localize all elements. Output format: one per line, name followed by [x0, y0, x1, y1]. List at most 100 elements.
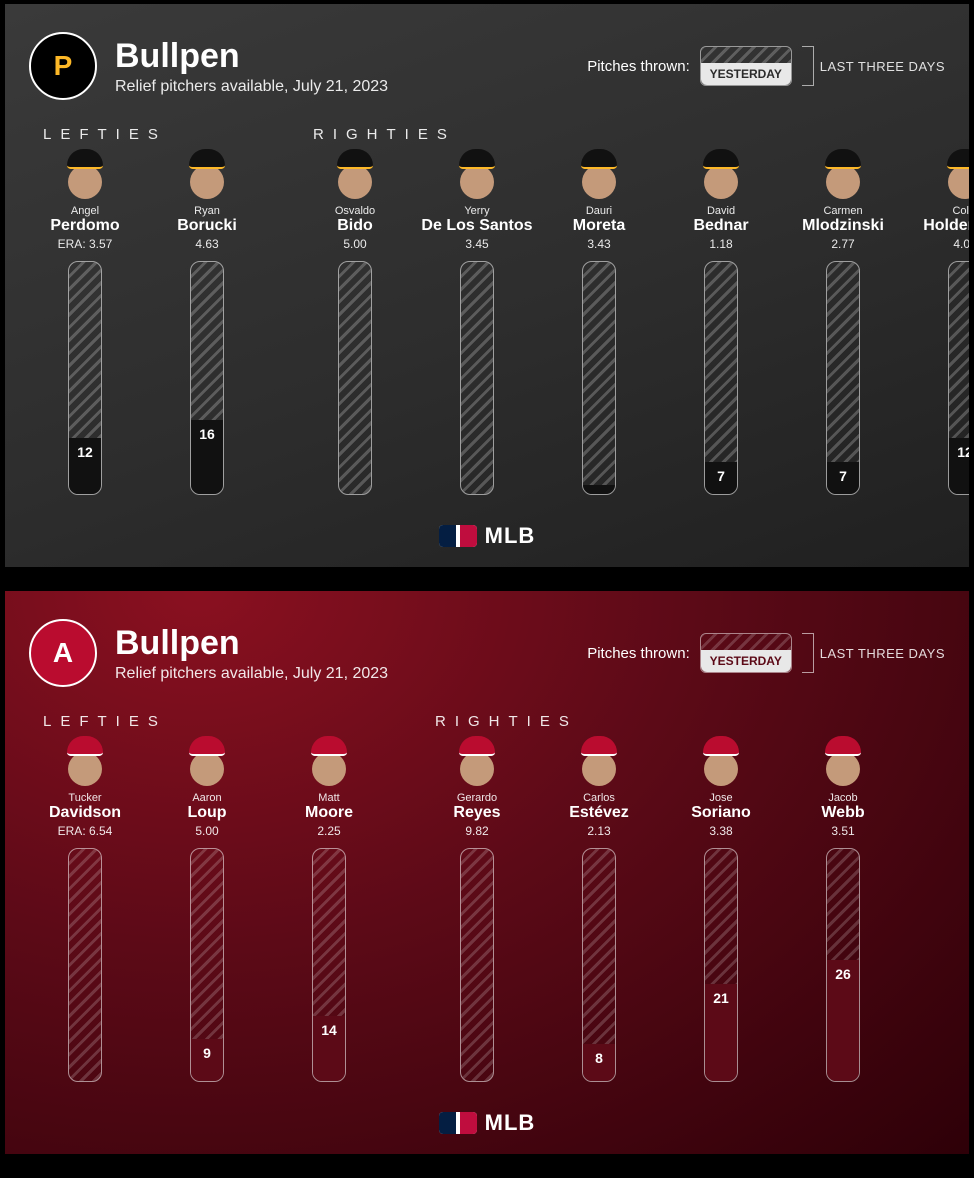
- player-headshot: [449, 736, 505, 786]
- player-first-name: David: [707, 205, 735, 217]
- panel-subtitle: Relief pitchers available, July 21, 2023: [115, 665, 388, 683]
- panel-subtitle: Relief pitchers available, July 21, 2023: [115, 78, 388, 96]
- player-era: 3.51: [831, 824, 854, 838]
- pitch-bar-value: 16: [199, 426, 215, 442]
- legend-last3-label: LAST THREE DAYS: [820, 59, 945, 74]
- legend-label: Pitches thrown:: [587, 645, 690, 662]
- player-column: DauriMoreta 3.43: [543, 149, 655, 495]
- mlb-footer-logo: MLB: [29, 1110, 945, 1136]
- legend-swatch: YESTERDAY: [700, 633, 792, 673]
- mlb-text: MLB: [485, 523, 536, 549]
- panel-pirates: P Bullpen Relief pitchers available, July …: [5, 4, 969, 567]
- pitcher-group: LEFTIESAngelPerdomoERA: 3.5712RyanBoruck…: [29, 118, 263, 495]
- player-first-name: Carlos: [583, 792, 615, 804]
- players-row: GerardoReyes9.82CarlosEstévez2.138JoseSo…: [421, 736, 899, 1082]
- player-era: 2.25: [317, 824, 340, 838]
- player-era: 4.06: [953, 237, 969, 251]
- player-last-name: Loup: [187, 804, 226, 822]
- player-column: YerryDe Los Santos3.45: [421, 149, 533, 495]
- legend-bracket: LAST THREE DAYS: [802, 633, 945, 673]
- groups-row: LEFTIESAngelPerdomoERA: 3.5712RyanBoruck…: [29, 118, 945, 495]
- legend-last3-label: LAST THREE DAYS: [820, 646, 945, 661]
- player-last-name: Mlodzinski: [802, 217, 884, 235]
- legend: Pitches thrown: YESTERDAY LAST THREE DAYS: [587, 46, 945, 86]
- pitch-bar-fill: 21: [705, 984, 737, 1081]
- player-first-name: Carmen: [823, 205, 862, 217]
- pitch-bar-fill: 12: [949, 438, 969, 494]
- player-last-name: Holderman: [923, 217, 969, 235]
- pitch-bar-value: 7: [717, 468, 725, 484]
- pitch-bar-value: 12: [957, 444, 969, 460]
- player-headshot: [301, 736, 357, 786]
- pitch-bar-value: 7: [839, 468, 847, 484]
- mlb-footer-logo: MLB: [29, 523, 945, 549]
- player-first-name: Matt: [318, 792, 339, 804]
- player-last-name: Soriano: [691, 804, 751, 822]
- pitch-bar-fill: 7: [705, 462, 737, 494]
- groups-row: LEFTIESTuckerDavidsonERA: 6.54AaronLoup5…: [29, 705, 945, 1082]
- pitch-bar: 9: [190, 848, 224, 1082]
- player-last-name: Estévez: [569, 804, 629, 822]
- player-last-name: Webb: [821, 804, 864, 822]
- mlb-text: MLB: [485, 1110, 536, 1136]
- panel-angels: ABullpenRelief pitchers available, July …: [5, 591, 969, 1154]
- pitch-bar-value: 14: [321, 1022, 337, 1038]
- team-logo: P: [29, 32, 97, 100]
- pitch-bar-fill: 12: [69, 438, 101, 494]
- player-headshot: [571, 736, 627, 786]
- players-row: TuckerDavidsonERA: 6.54AaronLoup5.009Mat…: [29, 736, 385, 1082]
- player-column: DavidBednar 1.18 7: [665, 149, 777, 495]
- pitch-bar: 26: [826, 848, 860, 1082]
- pitcher-group: RIGHTIESGerardoReyes9.82CarlosEstévez2.1…: [421, 705, 899, 1082]
- pitch-bar-fill: 16: [191, 420, 223, 494]
- pitch-bar: 12: [948, 261, 969, 495]
- player-column: CarlosEstévez2.138: [543, 736, 655, 1082]
- pitch-bar: [460, 261, 494, 495]
- player-column: RyanBorucki4.6316: [151, 149, 263, 495]
- player-last-name: Moore: [305, 804, 353, 822]
- pitch-bar-fill: 9: [191, 1039, 223, 1081]
- player-era: 3.43: [587, 237, 610, 251]
- players-row: AngelPerdomoERA: 3.5712RyanBorucki4.6316: [29, 149, 263, 495]
- player-last-name: Bednar: [693, 217, 748, 235]
- player-era: 4.63: [195, 237, 218, 251]
- panel-header: P Bullpen Relief pitchers available, July …: [29, 32, 945, 100]
- pitch-bar: 21: [704, 848, 738, 1082]
- player-column: AngelPerdomoERA: 3.5712: [29, 149, 141, 495]
- legend-yesterday-label: YESTERDAY: [701, 63, 791, 85]
- player-first-name: Gerardo: [457, 792, 497, 804]
- player-era: 1.18: [709, 237, 732, 251]
- player-headshot: [815, 149, 871, 199]
- group-heading: LEFTIES: [43, 713, 385, 730]
- group-heading: RIGHTIES: [313, 126, 969, 143]
- player-first-name: Yerry: [464, 205, 489, 217]
- pitcher-group: LEFTIESTuckerDavidsonERA: 6.54AaronLoup5…: [29, 705, 385, 1082]
- player-first-name: Dauri: [586, 205, 612, 217]
- player-column: JoseSoriano3.3821: [665, 736, 777, 1082]
- legend-yesterday-label: YESTERDAY: [701, 650, 791, 672]
- pitch-bar-value: 26: [835, 966, 851, 982]
- player-headshot: [449, 149, 505, 199]
- player-era: 5.00: [195, 824, 218, 838]
- player-column: TuckerDavidsonERA: 6.54: [29, 736, 141, 1082]
- player-headshot: [179, 736, 235, 786]
- panel-title: Bullpen: [115, 37, 388, 76]
- legend-label: Pitches thrown:: [587, 58, 690, 75]
- player-era: 9.82: [465, 824, 488, 838]
- players-row: OsvaldoBido5.00YerryDe Los Santos3.45Dau…: [299, 149, 969, 495]
- pitch-bar: [460, 848, 494, 1082]
- player-era: ERA: 3.57: [58, 237, 113, 251]
- player-last-name: Borucki: [177, 217, 237, 235]
- player-column: OsvaldoBido5.00: [299, 149, 411, 495]
- pitch-bar-fill: 7: [827, 462, 859, 494]
- player-last-name: Davidson: [49, 804, 121, 822]
- player-last-name: Bido: [337, 217, 373, 235]
- player-last-name: Moreta: [573, 217, 625, 235]
- player-first-name: Colin: [952, 205, 969, 217]
- group-heading: RIGHTIES: [435, 713, 899, 730]
- title-block: Bullpen Relief pitchers available, July 2…: [115, 37, 388, 96]
- player-column: CarmenMlodzinski2.777: [787, 149, 899, 495]
- pitch-bar: 7: [826, 261, 860, 495]
- panel-title: Bullpen: [115, 624, 388, 663]
- pitch-bar-fill: 26: [827, 960, 859, 1081]
